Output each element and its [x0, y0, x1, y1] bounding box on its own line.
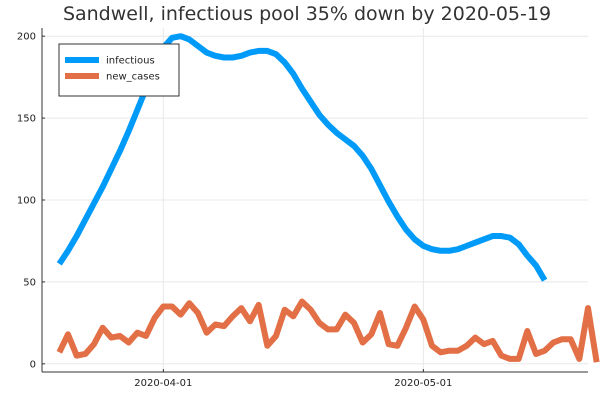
series-lines: [56, 33, 600, 363]
legend: infectious new_cases: [58, 43, 180, 97]
y-tick-label: 0: [30, 359, 36, 370]
legend-box: [58, 43, 180, 97]
x-tick-label: 2020-05-01: [394, 378, 452, 389]
legend-label-new_cases: new_cases: [106, 72, 160, 83]
y-tick-label: 100: [17, 196, 36, 207]
axes: 0 50 100 150 200 2020-04-01 2020-05-01: [17, 28, 588, 389]
x-tick-label: 2020-04-01: [134, 378, 192, 389]
legend-label-infectious: infectious: [106, 56, 155, 67]
y-tick-label: 50: [23, 277, 36, 288]
series-line-infectious: [56, 33, 548, 282]
y-tick-label: 150: [17, 114, 36, 125]
chart-title: Sandwell, infectious pool 35% down by 20…: [63, 3, 551, 25]
y-tick-label: 200: [17, 32, 36, 43]
series-line-new_cases: [56, 298, 600, 363]
